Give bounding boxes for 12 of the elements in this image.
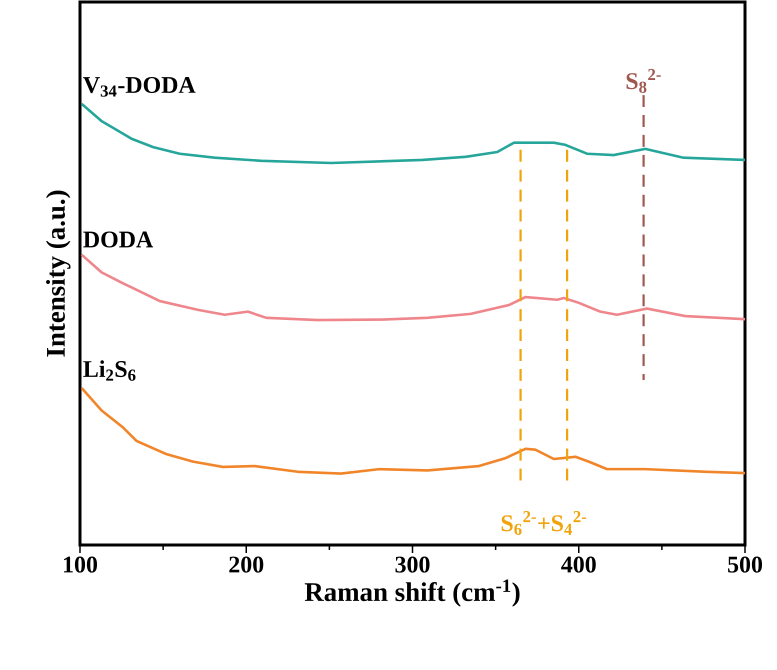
x-axis-title: Raman shift (cm$^{-1}$) <box>304 580 520 607</box>
y-axis-title: Intensity (a.u.) <box>46 190 70 357</box>
series-label: Li$_{2}$S$_{6}$ <box>83 360 136 381</box>
x-tick-label: 300 <box>395 556 430 573</box>
annotation: S$_{6}$$^{2-}$+S$_{4}$2- <box>502 511 586 535</box>
series-label: V$_{34}$-DODA <box>83 76 196 97</box>
x-tick-label: 200 <box>229 556 264 573</box>
x-tick-label: 400 <box>561 556 596 573</box>
x-tick-label: 100 <box>64 556 98 573</box>
ref-line-label: S$_{8}$2- <box>626 68 661 93</box>
series-label: DODA <box>83 231 154 248</box>
x-tick-label: 500 <box>728 556 762 573</box>
